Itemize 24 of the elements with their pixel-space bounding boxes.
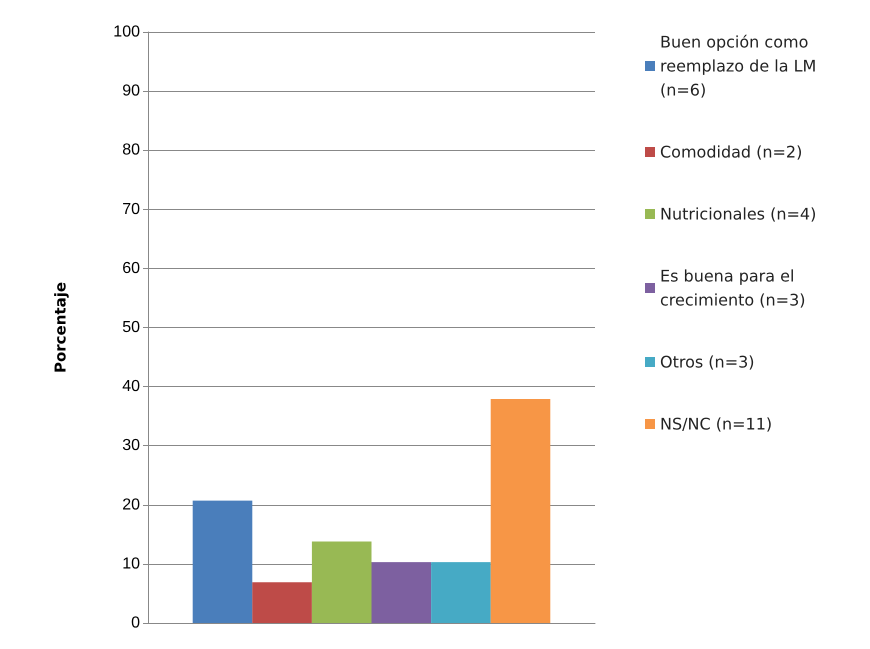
legend-label: Otros (n=3) [660,352,755,372]
bar [252,582,312,623]
legend-label: Comodidad (n=2) [660,142,802,162]
y-tick-label: 90 [122,82,140,100]
bar [312,541,372,623]
y-tick-label: 50 [122,319,140,336]
legend-label: Nutricionales (n=4) [660,204,816,224]
y-tick-label: 100 [113,24,140,40]
bar [192,500,252,623]
y-tick-label: 60 [122,260,140,277]
y-tick-label: 40 [122,378,140,396]
y-tick-label: 80 [122,142,140,159]
y-tick-label: 30 [122,437,140,454]
bar [431,562,491,623]
y-tick-label: 10 [122,555,140,572]
y-tick-label: 70 [122,200,140,218]
y-axis-title: Porcentaje [52,282,70,374]
legend-label: NS/NC (n=11) [660,414,772,434]
bar [372,562,432,623]
y-tick-label: 0 [131,614,140,632]
bar [490,399,550,623]
legend-label: Es buena para el crecimiento (n=3) [660,266,806,310]
legend-label: Buen opción como reemplazo de la LM (n=6) [660,32,822,100]
y-tick-label: 20 [122,496,140,514]
